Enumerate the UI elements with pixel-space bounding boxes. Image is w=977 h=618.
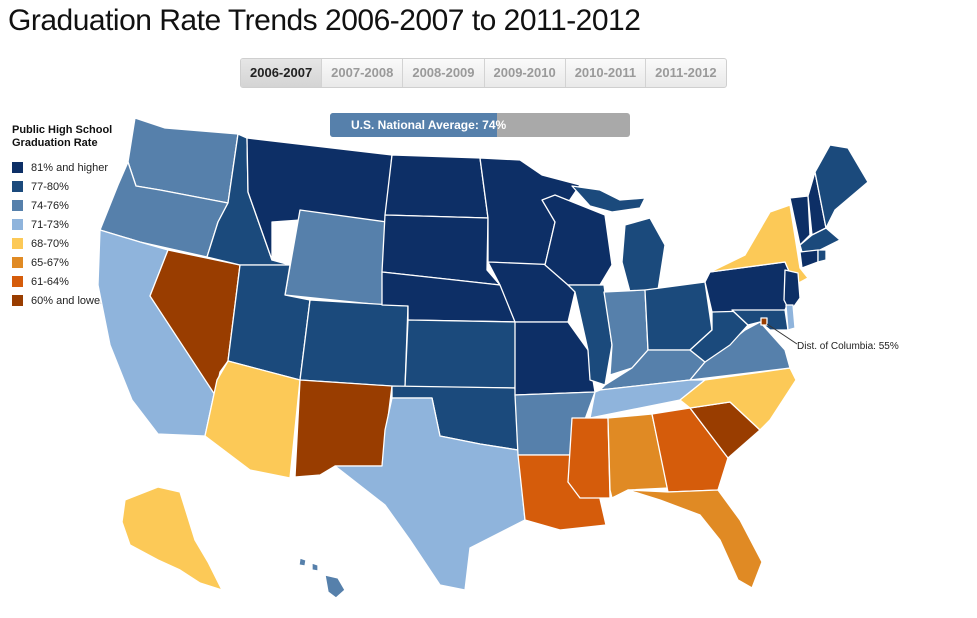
legend-label: 77-80% [31,180,69,193]
state-maryland[interactable] [731,309,789,331]
legend-swatch [12,162,23,173]
state-new-york[interactable] [709,204,809,286]
state-arizona[interactable] [204,360,301,479]
state-missouri[interactable] [514,321,596,396]
national-average-bar: U.S. National Average: 74% [330,113,630,137]
state-wyoming[interactable] [284,209,388,306]
state-hawaii-small-2[interactable] [311,562,319,572]
state-alaska[interactable] [121,486,223,591]
state-hawaii-small-1[interactable] [298,557,307,567]
legend-label: 68-70% [31,237,69,250]
state-connecticut[interactable] [799,249,819,269]
state-kansas[interactable] [404,319,519,389]
legend-label: 60% and lower [31,294,104,307]
legend-swatch [12,219,23,230]
tab-2006-2007[interactable]: 2006-2007 [241,59,323,87]
state-rhode-island[interactable] [817,249,827,263]
legend-swatch [12,181,23,192]
national-average-fill [330,113,497,137]
state-new-jersey[interactable] [783,269,801,313]
legend-swatch [12,200,23,211]
legend-item: 65-67% [12,253,142,272]
year-tabs: 2006-2007 2007-2008 2008-2009 2009-2010 … [240,58,727,88]
national-average-label: U.S. National Average: 74% [351,118,507,132]
state-texas[interactable] [334,397,526,591]
state-north-dakota[interactable] [384,154,489,219]
tab-2011-2012[interactable]: 2011-2012 [655,65,717,80]
legend-label: 74-76% [31,199,69,212]
tab-2008-2009[interactable]: 2008-2009 [403,59,485,87]
tab-2007-2008[interactable]: 2007-2008 [322,59,404,87]
legend-item: 74-76% [12,196,142,215]
legend-label: 65-67% [31,256,69,269]
legend-swatch [12,276,23,287]
state-georgia[interactable] [651,407,729,493]
state-colorado[interactable] [299,299,409,388]
state-mississippi[interactable] [567,417,611,499]
legend-item: 60% and lower [12,291,142,310]
legend-item: 71-73% [12,215,142,234]
tab-2010-2011[interactable]: 2010-2011 [566,59,647,87]
legend-swatch [12,257,23,268]
dc-callout: Dist. of Columbia: 55% [797,341,899,352]
state-vermont[interactable] [789,195,811,246]
legend-title-line2: Graduation Rate [12,137,98,149]
state-hawaii[interactable] [324,574,346,599]
legend-title: Public High School Graduation Rate [12,124,142,150]
state-north-carolina[interactable] [679,367,797,431]
legend-item: 61-64% [12,272,142,291]
legend-label: 81% and higher [31,161,109,174]
state-michigan-upper[interactable] [571,185,646,213]
legend-label: 61-64% [31,275,69,288]
state-new-mexico[interactable] [294,379,393,478]
state-dc[interactable] [760,317,768,326]
state-delaware[interactable] [785,304,796,331]
state-florida[interactable] [627,489,763,589]
dc-callout-line [766,323,798,345]
state-michigan[interactable] [621,217,666,293]
page-title: Graduation Rate Trends 2006-2007 to 2011… [8,4,641,37]
legend-swatch [12,295,23,306]
state-maine[interactable] [814,144,869,229]
legend-swatch [12,238,23,249]
legend-label: 71-73% [31,218,69,231]
legend-item: 81% and higher [12,158,142,177]
legend-item: 77-80% [12,177,142,196]
legend: Public High School Graduation Rate 81% a… [12,124,142,310]
legend-item: 68-70% [12,234,142,253]
tab-2009-2010[interactable]: 2009-2010 [485,59,566,87]
legend-title-line1: Public High School [12,124,113,136]
